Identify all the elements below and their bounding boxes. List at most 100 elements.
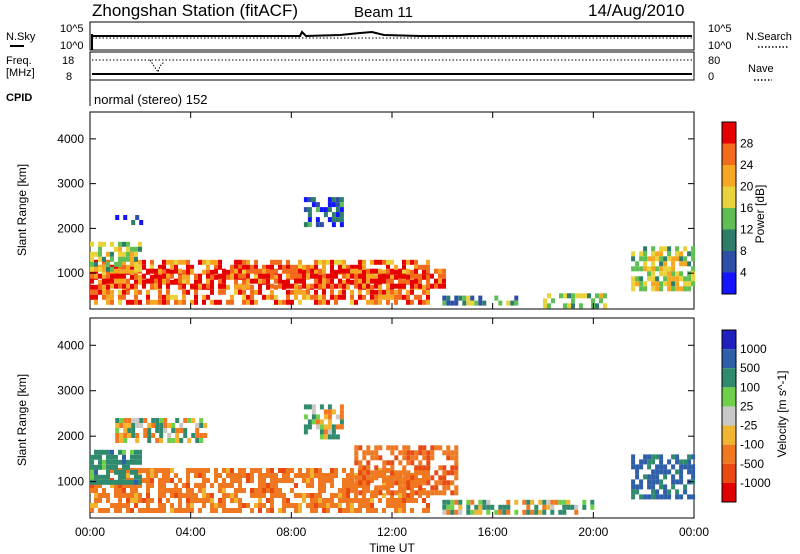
heatmap-cell: [134, 294, 138, 300]
heatmap-cell: [314, 289, 318, 295]
heatmap-cell: [334, 273, 338, 279]
heatmap-cell: [102, 274, 106, 280]
x-tick-label: 12:00: [377, 525, 407, 539]
heatmap-cell: [182, 294, 186, 300]
heatmap-cell: [339, 197, 344, 203]
heatmap-cell: [414, 483, 418, 488]
heatmap-cell: [334, 269, 338, 275]
heatmap-cell: [266, 294, 270, 300]
heatmap-cell: [210, 503, 214, 508]
noise-tick-right-bottom: 10^0: [708, 40, 732, 52]
colorbar-swatch: [722, 482, 736, 502]
heatmap-cell: [362, 273, 366, 279]
heatmap-cell: [178, 274, 182, 280]
heatmap-cell: [687, 276, 692, 282]
heatmap-cell: [171, 423, 176, 428]
heatmap-cell: [98, 273, 102, 279]
heatmap-cell: [163, 423, 168, 428]
heatmap-cell: [135, 423, 140, 428]
heatmap-cell: [339, 404, 344, 410]
heatmap-cell: [639, 276, 644, 282]
heatmap-cell: [659, 464, 664, 470]
heatmap-cell: [338, 503, 342, 508]
heatmap-cell: [134, 299, 138, 305]
heatmap-cell: [362, 475, 367, 481]
heatmap-cell: [327, 429, 332, 435]
heatmap-cell: [246, 264, 250, 270]
heatmap-cell: [315, 217, 320, 223]
colorbar-swatch: [722, 122, 736, 144]
heatmap-cell: [506, 499, 511, 505]
heatmap-cell: [286, 268, 290, 274]
heatmap-cell: [282, 279, 286, 285]
heatmap-cell: [595, 303, 599, 309]
heatmap-cell: [286, 503, 290, 508]
heatmap-cell: [570, 504, 575, 510]
heatmap-cell: [358, 465, 363, 471]
heatmap-cell: [310, 283, 314, 289]
heatmap-cell: [639, 464, 644, 470]
heatmap-cell: [242, 273, 246, 279]
heatmap-cell: [438, 445, 443, 451]
heatmap-cell: [306, 289, 310, 295]
heatmap-cell: [226, 508, 230, 513]
heatmap-cell: [278, 259, 282, 265]
heatmap-cell: [274, 274, 278, 280]
heatmap-cell: [230, 493, 234, 498]
heatmap-cell: [310, 468, 314, 473]
heatmap-cell: [254, 259, 258, 265]
heatmap-cell: [406, 268, 410, 274]
heatmap-cell: [110, 266, 114, 272]
heatmap-cell: [246, 473, 250, 478]
heatmap-cell: [179, 438, 184, 443]
heatmap-cell: [643, 256, 648, 262]
heatmap-cell: [386, 268, 390, 274]
heatmap-cell: [178, 508, 182, 513]
heatmap-cell: [378, 274, 382, 280]
heatmap-cell: [147, 433, 152, 438]
heatmap-cell: [410, 283, 414, 289]
heatmap-cell: [98, 479, 102, 485]
heatmap-cell: [134, 269, 138, 275]
heatmap-cell: [250, 508, 254, 513]
heatmap-cell: [406, 299, 410, 305]
heatmap-cell: [691, 474, 696, 480]
heatmap-cell: [238, 468, 242, 473]
heatmap-cell: [374, 274, 378, 280]
heatmap-cell: [90, 464, 94, 470]
heatmap-cell: [398, 450, 403, 456]
heatmap-cell: [530, 509, 535, 515]
heatmap-cell: [358, 294, 362, 300]
heatmap-cell: [106, 261, 110, 267]
heatmap-cell: [258, 273, 262, 279]
heatmap-cell: [138, 266, 142, 272]
heatmap-cell: [438, 273, 442, 279]
heatmap-cell: [426, 294, 430, 300]
heatmap-cell: [659, 281, 664, 287]
heatmap-cell: [346, 268, 350, 274]
heatmap-cell: [182, 493, 186, 498]
heatmap-cell: [106, 449, 110, 455]
heatmap-cell: [294, 278, 298, 284]
heatmap-cell: [559, 293, 563, 299]
heatmap-cell: [442, 278, 446, 284]
y-tick-label: 4000: [57, 338, 84, 352]
heatmap-cell: [370, 503, 374, 508]
heatmap-cell: [146, 289, 150, 295]
colorbar-tick-label: 12: [740, 223, 754, 237]
heatmap-cell: [210, 283, 214, 289]
heatmap-cell: [238, 483, 242, 488]
heatmap-cell: [319, 434, 324, 440]
heatmap-cell: [498, 509, 503, 515]
heatmap-cell: [655, 454, 660, 460]
heatmap-cell: [158, 503, 162, 508]
heatmap-cell: [331, 424, 336, 430]
heatmap-cell: [222, 268, 226, 274]
heatmap-cell: [402, 503, 406, 508]
heatmap-cell: [198, 498, 202, 503]
heatmap-cell: [422, 264, 426, 270]
heatmap-cell: [474, 509, 479, 515]
heatmap-cell: [558, 499, 563, 505]
heatmap-cell: [306, 468, 310, 473]
heatmap-cell: [122, 259, 126, 265]
